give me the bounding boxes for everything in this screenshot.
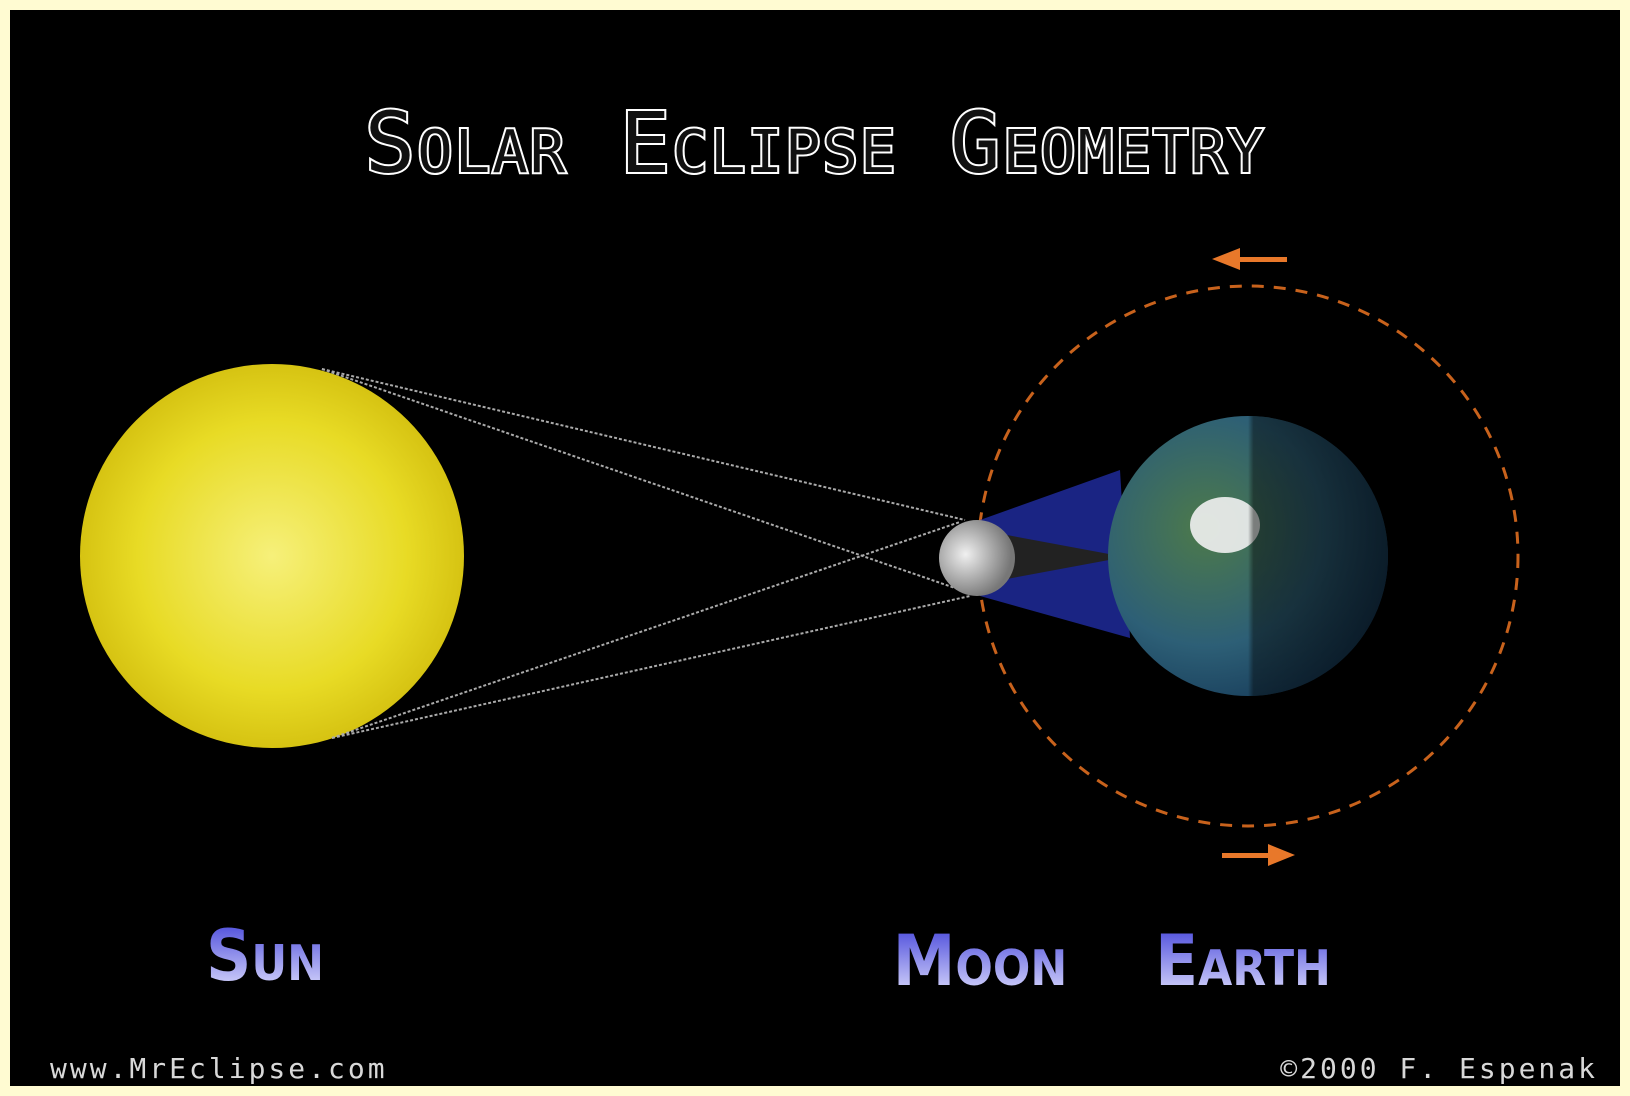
sun-label: Sun bbox=[206, 915, 324, 997]
title: Solar Eclipse Geometry bbox=[365, 94, 1266, 192]
moon-label: Moon bbox=[893, 920, 1068, 1002]
earth-label: Earth bbox=[1155, 920, 1331, 1002]
copyright: ©2000 F. Espenak bbox=[1280, 1052, 1598, 1085]
diagram: Solar Eclipse Geometry Sun Moon Earth ww… bbox=[0, 0, 1630, 1096]
page: Solar Eclipse Geometry Sun Moon Earth ww… bbox=[0, 0, 1630, 1096]
website: www.MrEclipse.com bbox=[50, 1052, 388, 1085]
moon bbox=[939, 520, 1015, 596]
earth-night bbox=[1108, 416, 1388, 696]
sun bbox=[80, 364, 464, 748]
